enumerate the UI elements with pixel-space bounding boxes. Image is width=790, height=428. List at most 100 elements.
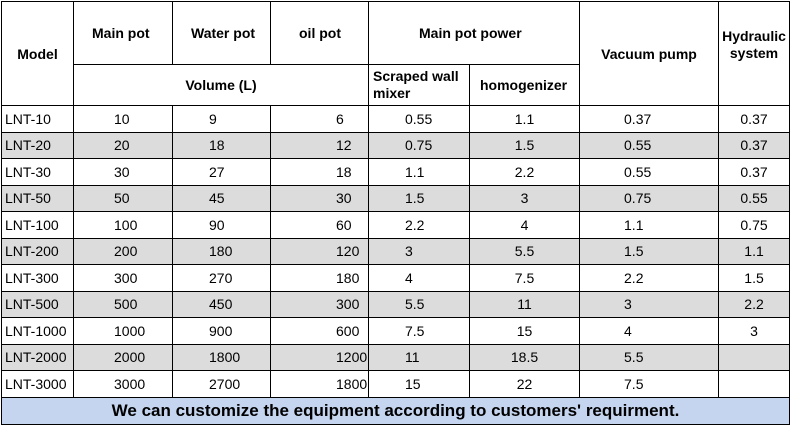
header-model: Model xyxy=(1,1,74,106)
cell-water-pot: 45 xyxy=(172,184,271,212)
cell-homogenizer: 3 xyxy=(468,184,581,212)
cell-hydraulic-system: 0.55 xyxy=(718,184,790,212)
cell-main-pot: 2000 xyxy=(73,343,173,371)
cell-oil-pot: 180 xyxy=(270,264,369,292)
cell-scraped-wall-mixer: 2.2 xyxy=(368,211,470,239)
table-row: LNT-50 50 45 30 1.5 3 0.75 0.55 xyxy=(1,184,790,212)
cell-scraped-wall-mixer: 4 xyxy=(368,264,470,292)
cell-homogenizer: 18.5 xyxy=(468,343,581,371)
cell-model: LNT-200 xyxy=(1,237,74,265)
cell-model: LNT-50 xyxy=(1,184,74,212)
header-homogenizer: homogenizer xyxy=(468,64,581,106)
cell-hydraulic-system: 1.5 xyxy=(718,264,790,292)
table-row: LNT-1000 1000 900 600 7.5 15 4 3 xyxy=(1,317,790,345)
cell-main-pot: 20 xyxy=(73,131,173,159)
cell-main-pot: 3000 xyxy=(73,370,173,398)
cell-oil-pot: 12 xyxy=(270,131,369,159)
table-row: LNT-30 30 27 18 1.1 2.2 0.55 0.37 xyxy=(1,158,790,186)
cell-vacuum-pump: 5.5 xyxy=(579,343,720,371)
cell-model: LNT-2000 xyxy=(1,343,74,371)
cell-hydraulic-system: 0.75 xyxy=(718,211,790,239)
cell-oil-pot: 60 xyxy=(270,211,369,239)
cell-homogenizer: 4 xyxy=(468,211,581,239)
cell-main-pot: 100 xyxy=(73,211,173,239)
cell-scraped-wall-mixer: 7.5 xyxy=(368,317,470,345)
cell-homogenizer: 15 xyxy=(468,317,581,345)
cell-vacuum-pump: 3 xyxy=(579,290,720,318)
cell-scraped-wall-mixer: 1.5 xyxy=(368,184,470,212)
cell-main-pot: 50 xyxy=(73,184,173,212)
cell-hydraulic-system xyxy=(718,370,790,398)
cell-water-pot: 27 xyxy=(172,158,271,186)
header-water-pot: Water pot xyxy=(172,1,271,65)
cell-vacuum-pump: 0.55 xyxy=(579,131,720,159)
footer-row: We can customize the equipment according… xyxy=(0,396,790,425)
cell-main-pot: 10 xyxy=(73,105,173,133)
cell-scraped-wall-mixer: 0.75 xyxy=(368,131,470,159)
header-scraped-wall-mixer: Scraped wall mixer xyxy=(368,64,470,106)
footer-note: We can customize the equipment according… xyxy=(0,396,790,425)
cell-vacuum-pump: 7.5 xyxy=(579,370,720,398)
cell-hydraulic-system: 3 xyxy=(718,317,790,345)
cell-water-pot: 90 xyxy=(172,211,271,239)
table-row: LNT-100 100 90 60 2.2 4 1.1 0.75 xyxy=(1,211,790,239)
cell-scraped-wall-mixer: 0.55 xyxy=(368,105,470,133)
header-main-pot-power: Main pot power xyxy=(367,1,581,65)
cell-main-pot: 200 xyxy=(73,237,173,265)
cell-water-pot: 9 xyxy=(172,105,271,133)
cell-scraped-wall-mixer: 15 xyxy=(368,370,470,398)
cell-scraped-wall-mixer: 1.1 xyxy=(368,158,470,186)
cell-vacuum-pump: 0.55 xyxy=(579,158,720,186)
table-row: LNT-10 10 9 6 0.55 1.1 0.37 0.37 xyxy=(1,105,790,133)
header-row-top: Model Main pot Water pot oil pot Main po… xyxy=(1,1,790,106)
cell-scraped-wall-mixer: 5.5 xyxy=(368,290,470,318)
cell-hydraulic-system: 1.1 xyxy=(718,237,790,265)
table-row: LNT-200 200 180 120 3 5.5 1.5 1.1 xyxy=(1,237,790,265)
cell-hydraulic-system xyxy=(718,343,790,371)
cell-model: LNT-10 xyxy=(1,105,74,133)
cell-hydraulic-system: 0.37 xyxy=(718,158,790,186)
header-volume: Volume (L) xyxy=(73,64,369,106)
cell-homogenizer: 11 xyxy=(468,290,581,318)
cell-oil-pot: 1200 xyxy=(270,343,369,371)
header-vacuum-pump: Vacuum pump xyxy=(579,1,720,106)
table-row: LNT-500 500 450 300 5.5 11 3 2.2 xyxy=(1,290,790,318)
header-oil-pot: oil pot xyxy=(270,1,369,65)
cell-oil-pot: 18 xyxy=(270,158,369,186)
cell-main-pot: 30 xyxy=(73,158,173,186)
table-row: LNT-300 300 270 180 4 7.5 2.2 1.5 xyxy=(1,264,790,292)
cell-vacuum-pump: 4 xyxy=(579,317,720,345)
cell-main-pot: 1000 xyxy=(73,317,173,345)
cell-vacuum-pump: 1.5 xyxy=(579,237,720,265)
cell-homogenizer: 22 xyxy=(468,370,581,398)
cell-scraped-wall-mixer: 11 xyxy=(368,343,470,371)
cell-oil-pot: 120 xyxy=(270,237,369,265)
table-row: LNT-2000 2000 1800 1200 11 18.5 5.5 xyxy=(1,343,790,371)
cell-model: LNT-100 xyxy=(1,211,74,239)
header-row-bottom: Volume (L) Scraped wall mixer homogenize… xyxy=(2,64,790,106)
cell-model: LNT-20 xyxy=(1,131,74,159)
cell-hydraulic-system: 0.37 xyxy=(718,105,790,133)
cell-scraped-wall-mixer: 3 xyxy=(368,237,470,265)
cell-water-pot: 900 xyxy=(172,317,271,345)
cell-vacuum-pump: 1.1 xyxy=(579,211,720,239)
cell-main-pot: 500 xyxy=(73,290,173,318)
cell-oil-pot: 30 xyxy=(270,184,369,212)
cell-homogenizer: 1.1 xyxy=(468,105,581,133)
cell-vacuum-pump: 2.2 xyxy=(579,264,720,292)
table-row: LNT-3000 3000 2700 1800 15 22 7.5 xyxy=(1,370,790,398)
cell-homogenizer: 7.5 xyxy=(468,264,581,292)
cell-hydraulic-system: 0.37 xyxy=(718,131,790,159)
cell-homogenizer: 2.2 xyxy=(468,158,581,186)
cell-model: LNT-3000 xyxy=(1,370,74,398)
cell-oil-pot: 300 xyxy=(270,290,369,318)
cell-vacuum-pump: 0.75 xyxy=(579,184,720,212)
cell-homogenizer: 1.5 xyxy=(468,131,581,159)
cell-model: LNT-1000 xyxy=(1,317,74,345)
header-main-pot: Main pot xyxy=(73,1,173,65)
cell-water-pot: 2700 xyxy=(172,370,271,398)
cell-vacuum-pump: 0.37 xyxy=(579,105,720,133)
table-row: LNT-20 20 18 12 0.75 1.5 0.55 0.37 xyxy=(1,131,790,159)
cell-water-pot: 270 xyxy=(172,264,271,292)
